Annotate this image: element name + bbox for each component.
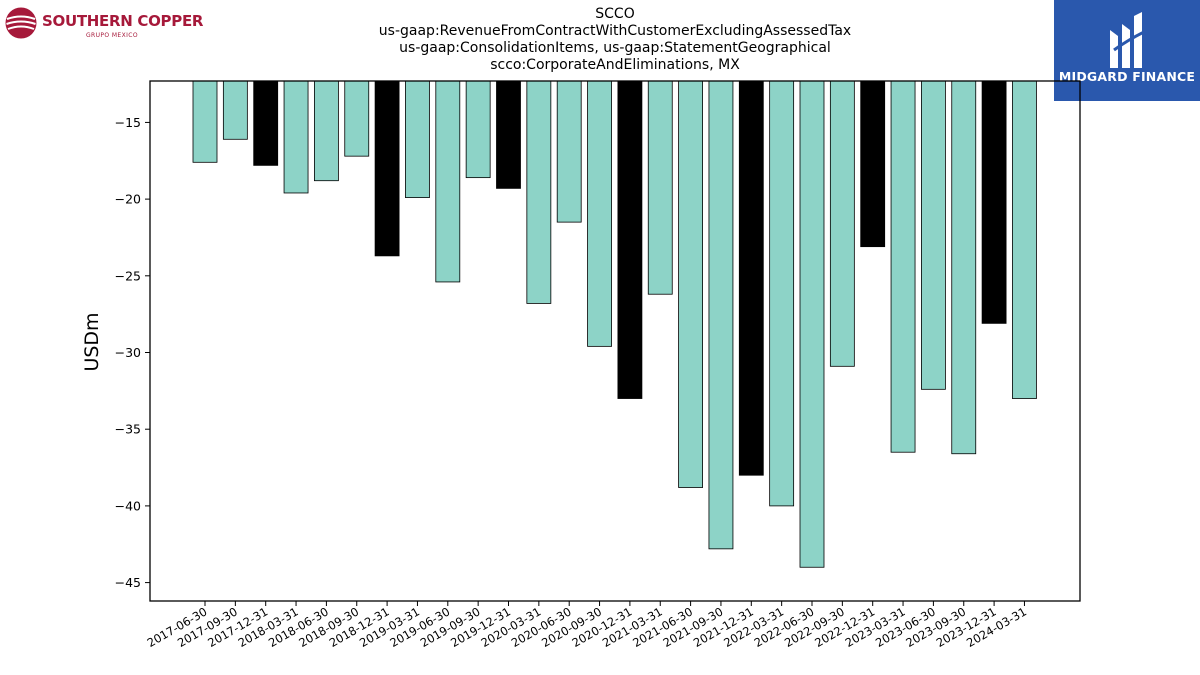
left-logo-subtitle: GRUPO MEXICO <box>86 32 139 39</box>
bar-2018-12-31 <box>374 80 400 257</box>
bar-2021-06-30 <box>678 80 703 488</box>
bar-2017-06-30 <box>192 80 218 163</box>
bar-2022-06-30 <box>799 80 825 568</box>
bar-2021-03-31 <box>647 80 673 295</box>
bar-2020-09-30 <box>587 80 612 347</box>
y-tick-label: −40 <box>115 498 141 513</box>
plot-frame <box>149 80 1081 602</box>
chart-title-line-4: scco:CorporateAndEliminations, MX <box>490 57 740 73</box>
right-logo-brand: MIDGARD FINANCE <box>1058 69 1196 84</box>
bar-2022-03-31 <box>769 80 795 507</box>
bar-2019-09-30 <box>465 80 491 179</box>
y-tick-label: −15 <box>115 115 141 130</box>
chart-title-line-1: SCCO <box>595 6 635 22</box>
bar-series <box>192 80 1037 568</box>
chart-title-line-3: us-gaap:ConsolidationItems, us-gaap:Stat… <box>399 40 831 56</box>
southern-copper-logo: SOUTHERN COPPER GRUPO MEXICO <box>4 4 203 44</box>
bar-2021-09-30 <box>708 80 734 550</box>
bar-2019-12-31 <box>496 80 521 189</box>
left-logo-brand: SOUTHERN COPPER <box>42 12 204 30</box>
bar-2023-09-30 <box>951 80 977 455</box>
midgard-finance-logo: MIDGARD FINANCE <box>1054 0 1200 101</box>
bar-2017-12-31 <box>253 80 279 166</box>
chart-title: SCCO us-gaap:RevenueFromContractWithCust… <box>315 6 915 74</box>
y-tick-label: −35 <box>115 422 141 437</box>
bar-2019-03-31 <box>405 80 430 198</box>
y-tick-label: −45 <box>115 575 141 590</box>
x-axis: 2017-06-302017-09-302017-12-312018-03-31… <box>145 601 1029 650</box>
bar-2022-12-31 <box>860 80 886 248</box>
bar-2023-12-31 <box>981 80 1007 324</box>
bar-2023-06-30 <box>921 80 946 390</box>
bar-2018-03-31 <box>283 80 309 194</box>
bar-2019-06-30 <box>435 80 461 283</box>
southern-copper-emblem-icon <box>5 7 37 39</box>
bar-2021-12-31 <box>738 80 764 476</box>
y-tick-label: −30 <box>115 345 141 360</box>
bar-2022-09-30 <box>829 80 855 367</box>
bar-2024-03-31 <box>1012 80 1037 399</box>
bar-2020-12-31 <box>617 80 643 399</box>
bar-2023-03-31 <box>890 80 916 453</box>
y-axis: −15 −20 −25 −30 −35 −40 −45 <box>115 115 150 590</box>
midgard-emblem-icon <box>1110 12 1145 68</box>
bar-2018-06-30 <box>313 80 339 182</box>
bar-2020-03-31 <box>526 80 552 304</box>
chart-title-line-2: us-gaap:RevenueFromContractWithCustomerE… <box>378 23 852 39</box>
y-tick-label: −20 <box>115 192 141 207</box>
bar-2020-06-30 <box>556 80 582 223</box>
y-tick-label: −25 <box>115 268 141 283</box>
bar-2018-09-30 <box>344 80 370 157</box>
bar-2017-09-30 <box>222 80 248 140</box>
